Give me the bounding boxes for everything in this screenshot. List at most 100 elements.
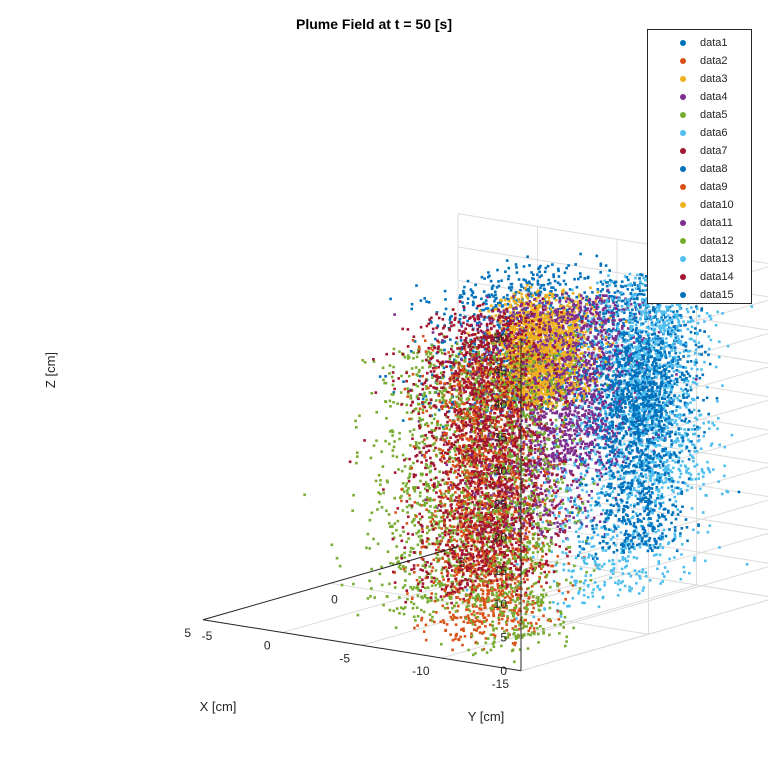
- data-point: [526, 306, 529, 310]
- data-point: [493, 380, 496, 383]
- data-point: [477, 370, 480, 374]
- data-point: [455, 401, 459, 405]
- data-point: [499, 500, 503, 503]
- data-point: [383, 381, 386, 385]
- data-point: [372, 537, 375, 541]
- data-point: [539, 491, 542, 495]
- data-point: [578, 293, 581, 296]
- data-point: [554, 424, 558, 428]
- data-point: [536, 273, 539, 276]
- grid-line: [457, 546, 768, 597]
- data-point: [512, 377, 516, 380]
- data-point: [426, 600, 429, 604]
- data-point: [522, 523, 525, 526]
- data-point: [391, 532, 394, 535]
- data-point: [395, 607, 399, 610]
- data-point: [484, 307, 488, 310]
- data-point: [556, 391, 559, 394]
- data-point: [389, 430, 392, 433]
- data-point: [523, 618, 527, 622]
- data-point: [482, 630, 486, 634]
- data-point: [512, 315, 515, 319]
- data-point: [464, 369, 468, 372]
- data-point: [545, 379, 548, 383]
- data-point: [546, 264, 550, 268]
- data-point: [549, 304, 552, 307]
- data-point: [456, 609, 459, 613]
- data-point: [477, 424, 480, 428]
- data-point: [388, 372, 391, 375]
- data-point: [368, 579, 371, 583]
- data-point: [462, 426, 465, 430]
- data-point: [636, 302, 639, 306]
- data-point: [549, 540, 553, 544]
- data-point: [411, 547, 415, 550]
- data-point: [697, 352, 701, 356]
- data-point: [513, 373, 517, 376]
- data-point: [493, 306, 496, 309]
- data-point: [511, 364, 515, 367]
- data-point: [530, 565, 534, 568]
- data-point: [557, 351, 560, 355]
- data-point: [513, 342, 517, 345]
- data-point: [482, 612, 485, 615]
- data-point: [435, 436, 438, 439]
- data-point: [517, 278, 521, 281]
- data-point: [466, 408, 470, 412]
- data-point: [480, 275, 484, 279]
- data-point: [401, 586, 405, 589]
- data-point: [581, 339, 584, 342]
- data-point: [489, 464, 492, 467]
- data-point: [482, 341, 485, 344]
- data-point: [599, 262, 603, 266]
- data-point: [539, 503, 542, 507]
- data-point: [416, 594, 420, 597]
- data-point: [546, 619, 550, 622]
- data-point: [410, 506, 414, 509]
- data-point: [511, 394, 514, 398]
- data-point: [431, 498, 434, 502]
- data-point: [474, 362, 478, 366]
- data-point: [614, 544, 617, 547]
- data-point: [555, 388, 558, 391]
- data-point: [409, 546, 413, 550]
- data-point: [469, 586, 472, 589]
- data-point: [370, 392, 374, 395]
- data-point: [368, 547, 371, 550]
- data-point: [463, 468, 467, 472]
- data-point: [575, 480, 579, 483]
- data-point: [473, 613, 476, 617]
- data-point: [420, 527, 424, 530]
- data-point: [706, 460, 709, 464]
- data-point: [385, 509, 388, 513]
- data-point: [539, 440, 543, 443]
- data-point: [491, 437, 494, 441]
- data-point: [478, 625, 481, 629]
- data-point: [451, 400, 454, 404]
- data-point: [450, 406, 453, 409]
- data-point: [479, 322, 483, 326]
- data-point: [502, 319, 505, 323]
- data-point: [682, 565, 686, 569]
- data-point: [536, 405, 540, 408]
- data-point: [569, 355, 572, 358]
- data-point: [531, 350, 534, 353]
- data-point: [505, 623, 508, 626]
- data-point: [577, 305, 581, 308]
- data-point: [691, 443, 694, 446]
- data-point: [492, 359, 496, 362]
- data-point: [453, 509, 456, 512]
- data-point: [501, 348, 505, 351]
- data-point: [514, 353, 518, 356]
- data-point: [547, 523, 550, 526]
- data-point: [566, 407, 569, 411]
- data-point: [439, 376, 443, 380]
- data-point: [569, 306, 572, 309]
- data-point: [474, 283, 477, 287]
- data-point: [428, 470, 432, 474]
- data-point: [577, 308, 580, 312]
- data-point: [607, 378, 611, 381]
- data-point: [467, 558, 471, 562]
- data-point: [510, 493, 514, 496]
- data-point: [471, 303, 475, 307]
